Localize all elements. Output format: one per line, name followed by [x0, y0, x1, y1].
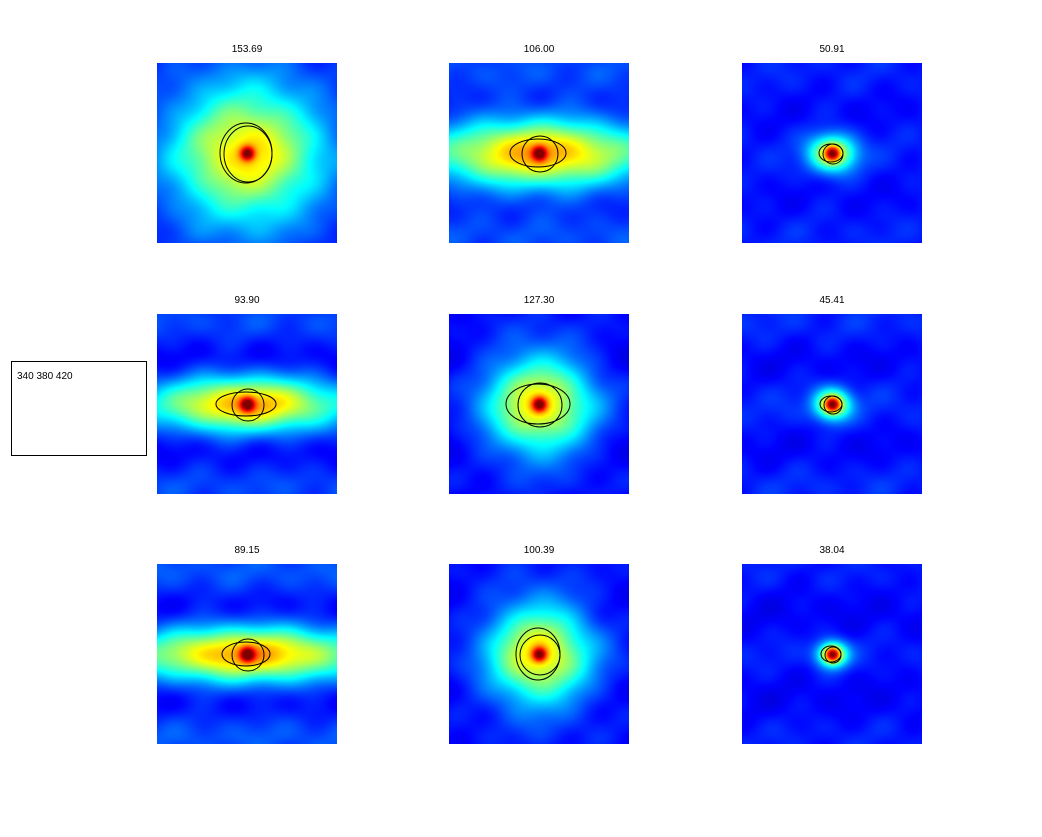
- contour-line: [515, 627, 561, 681]
- contour-line: [823, 395, 843, 415]
- heatmap-image: [742, 63, 922, 243]
- heatmap-image: [742, 314, 922, 494]
- contour-line: [519, 634, 561, 676]
- heatmap-image: [449, 63, 629, 243]
- panel-title: 127.30: [523, 295, 555, 306]
- heatmap-image: [157, 314, 337, 494]
- panel-title: 100.39: [523, 545, 555, 556]
- legend-box: 340 380 420: [11, 361, 147, 456]
- panel-title: 153.69: [231, 44, 263, 55]
- panel-title: 106.00: [523, 44, 555, 55]
- contour-overlay: [818, 143, 844, 165]
- contour-line: [505, 383, 571, 425]
- contour-line: [521, 135, 559, 173]
- contour-overlay: [509, 135, 567, 173]
- contour-line: [517, 382, 563, 428]
- heatmap-image: [449, 564, 629, 744]
- contour-line: [822, 143, 844, 165]
- panel-title: 50.91: [819, 44, 845, 55]
- contour-overlay: [219, 122, 273, 184]
- heatmap-image: [449, 314, 629, 494]
- heatmap-image: [157, 63, 337, 243]
- contour-line: [223, 125, 273, 183]
- contour-overlay: [505, 382, 571, 428]
- contour-line: [509, 138, 567, 168]
- contour-line: [231, 638, 265, 672]
- panel-title: 45.41: [819, 295, 845, 306]
- contour-overlay: [820, 645, 842, 664]
- legend-text: 340 380 420: [17, 371, 73, 382]
- contour-overlay: [819, 395, 843, 415]
- contour-line: [231, 388, 265, 422]
- panel-title: 89.15: [234, 545, 260, 556]
- contour-overlay: [515, 627, 561, 681]
- contour-overlay: [215, 388, 277, 422]
- panel-title: 93.90: [234, 295, 260, 306]
- contour-overlay: [221, 638, 271, 672]
- contour-line: [215, 391, 277, 417]
- heatmap-image: [157, 564, 337, 744]
- heatmap-image: [742, 564, 922, 744]
- contour-line: [824, 646, 842, 664]
- contour-line: [221, 641, 271, 667]
- panel-title: 38.04: [819, 545, 845, 556]
